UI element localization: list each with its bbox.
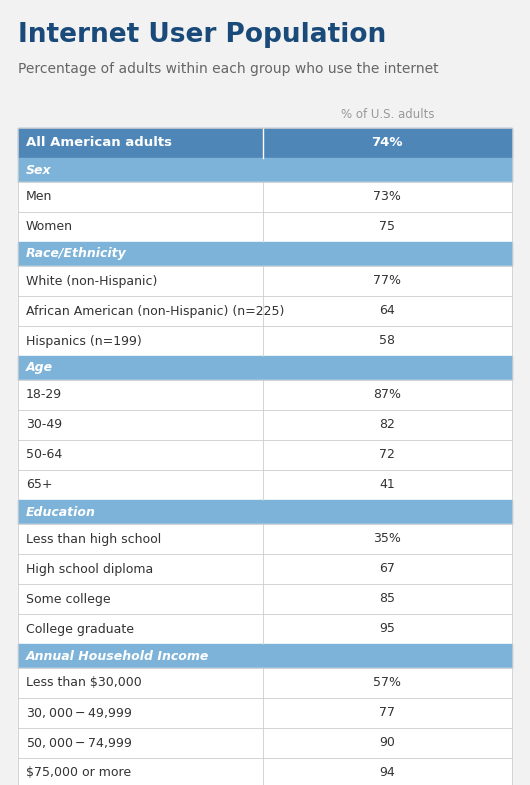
- Bar: [18, 242, 512, 266]
- Bar: [18, 584, 512, 614]
- Text: $50,000-$74,999: $50,000-$74,999: [26, 736, 132, 750]
- Text: Sex: Sex: [26, 163, 51, 177]
- Text: All American adults: All American adults: [26, 137, 172, 149]
- Text: 35%: 35%: [373, 532, 401, 546]
- Text: 87%: 87%: [373, 389, 401, 401]
- Bar: [18, 380, 512, 410]
- Bar: [18, 356, 512, 380]
- Bar: [18, 728, 512, 758]
- Text: 50-64: 50-64: [26, 448, 62, 462]
- Bar: [18, 440, 512, 470]
- Bar: [18, 554, 512, 584]
- Text: Internet User Population: Internet User Population: [18, 22, 386, 48]
- Text: Less than $30,000: Less than $30,000: [26, 677, 142, 689]
- Bar: [18, 182, 512, 212]
- Text: 58: 58: [379, 334, 395, 348]
- Text: Percentage of adults within each group who use the internet: Percentage of adults within each group w…: [18, 62, 439, 76]
- Text: 73%: 73%: [373, 191, 401, 203]
- Text: African American (non-Hispanic) (n=225): African American (non-Hispanic) (n=225): [26, 305, 285, 317]
- Text: % of U.S. adults: % of U.S. adults: [340, 108, 434, 121]
- Text: 18-29: 18-29: [26, 389, 62, 401]
- Text: Age: Age: [26, 362, 53, 374]
- Text: Annual Household Income: Annual Household Income: [26, 649, 209, 663]
- Bar: [18, 614, 512, 644]
- Text: 85: 85: [379, 593, 395, 605]
- Text: 65+: 65+: [26, 479, 52, 491]
- Text: 94: 94: [379, 766, 395, 780]
- Text: Less than high school: Less than high school: [26, 532, 161, 546]
- Text: Men: Men: [26, 191, 52, 203]
- Bar: [18, 698, 512, 728]
- Bar: [18, 212, 512, 242]
- Text: 30-49: 30-49: [26, 418, 62, 432]
- Bar: [18, 500, 512, 524]
- Text: 41: 41: [379, 479, 395, 491]
- Bar: [18, 668, 512, 698]
- Text: 57%: 57%: [373, 677, 401, 689]
- Text: 72: 72: [379, 448, 395, 462]
- Text: 77: 77: [379, 706, 395, 720]
- Bar: [18, 296, 512, 326]
- Text: Education: Education: [26, 506, 96, 519]
- Bar: [18, 326, 512, 356]
- Text: $30,000-$49,999: $30,000-$49,999: [26, 706, 132, 720]
- Bar: [18, 758, 512, 785]
- Text: 64: 64: [379, 305, 395, 317]
- Text: High school diploma: High school diploma: [26, 563, 153, 575]
- Bar: [18, 410, 512, 440]
- Text: 82: 82: [379, 418, 395, 432]
- Bar: [18, 524, 512, 554]
- Text: Women: Women: [26, 221, 73, 233]
- Text: Race/Ethnicity: Race/Ethnicity: [26, 247, 127, 261]
- Text: $75,000 or more: $75,000 or more: [26, 766, 131, 780]
- Bar: [18, 266, 512, 296]
- Text: 67: 67: [379, 563, 395, 575]
- Text: College graduate: College graduate: [26, 623, 134, 636]
- Bar: [18, 644, 512, 668]
- Text: 95: 95: [379, 623, 395, 636]
- Bar: [18, 158, 512, 182]
- Bar: [18, 470, 512, 500]
- Text: 90: 90: [379, 736, 395, 750]
- Text: 77%: 77%: [373, 275, 401, 287]
- Text: 75: 75: [379, 221, 395, 233]
- Text: 74%: 74%: [372, 137, 403, 149]
- Text: Some college: Some college: [26, 593, 111, 605]
- Bar: [18, 128, 512, 158]
- Text: White (non-Hispanic): White (non-Hispanic): [26, 275, 157, 287]
- Text: Hispanics (n=199): Hispanics (n=199): [26, 334, 142, 348]
